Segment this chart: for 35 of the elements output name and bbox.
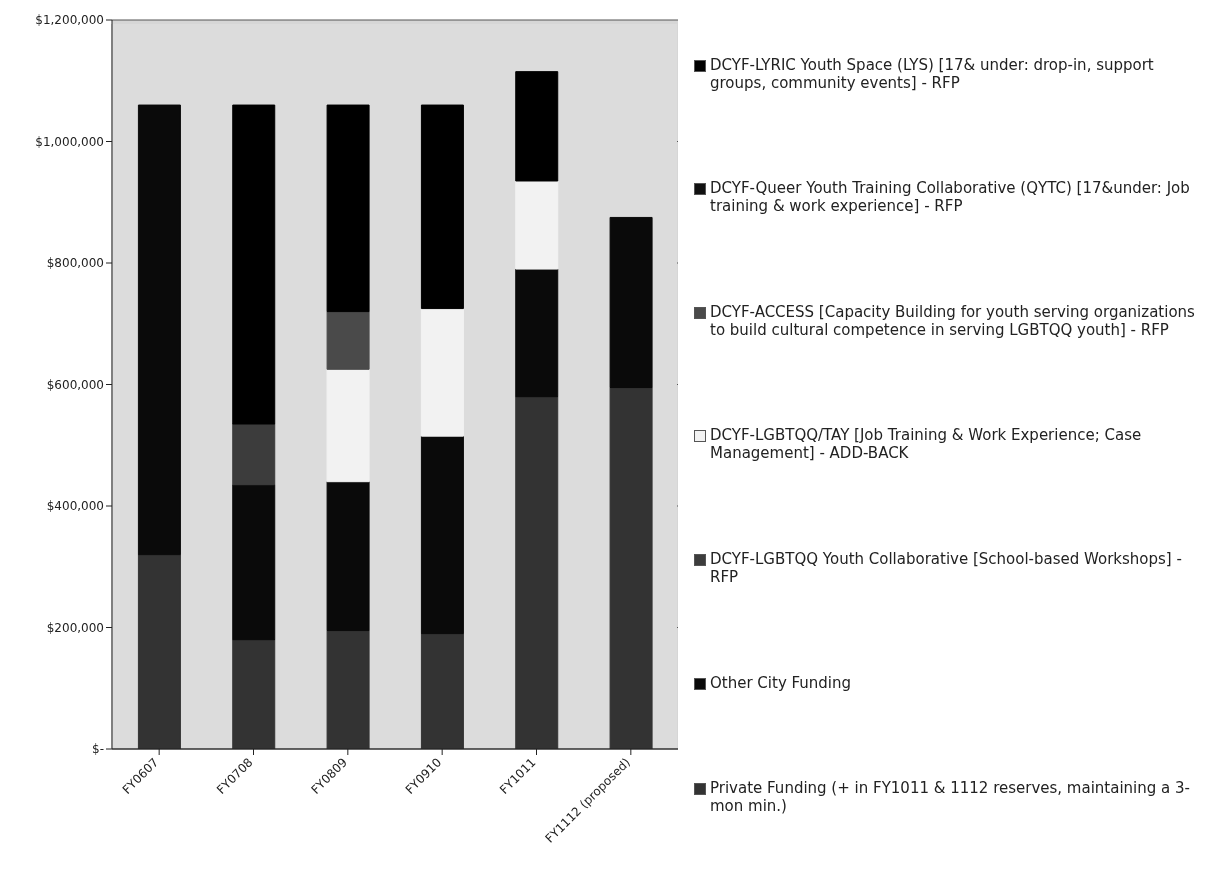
- legend-label: Private Funding (+ in FY1011 & 1112 reserves, maintaining a 3-mon min.): [710, 779, 1191, 816]
- legend-label: DCYF-Queer Youth Training Collaborative (QYTC) [17&under: Job training & work experience] - RFP: [710, 179, 1191, 216]
- bar: [609, 387, 653, 749]
- legend-label: DCYF-LGBTQQ Youth Collaborative [School-based Workshops] - RFP: [710, 550, 1183, 587]
- bar: [232, 639, 276, 749]
- bar: [420, 104, 464, 310]
- bar: [326, 630, 370, 749]
- bar: [515, 268, 559, 398]
- bar: [609, 216, 653, 389]
- bar: [137, 104, 181, 556]
- bar: [326, 104, 370, 313]
- bar: [420, 435, 464, 635]
- bar: [326, 481, 370, 632]
- legend-label: DCYF-LYRIC Youth Space (LYS) [17& under: drop-in, support groups, community events] - RFP: [710, 55, 1155, 92]
- legend-label: DCYF-LGBTQQ/TAY [Job Training & Work Experience; Case Management] - ADD-BACK: [710, 426, 1143, 463]
- bar: [232, 423, 276, 486]
- bar: [420, 308, 464, 437]
- bar: [137, 554, 181, 749]
- y-tick-label: $800,000: [46, 256, 104, 271]
- bar: [515, 396, 559, 749]
- bar: [326, 368, 370, 483]
- y-tick-label: $200,000: [46, 620, 104, 635]
- bar: [420, 633, 464, 749]
- y-tick-label: $1,200,000: [35, 13, 104, 28]
- bar: [326, 311, 370, 370]
- y-tick-label: $1,000,000: [35, 134, 104, 149]
- legend-label: Other City Funding: [710, 673, 852, 692]
- legend-label: DCYF-ACCESS [Capacity Building for youth serving organizations to build cultural competence in serving LGBTQQ youth] - RFP: [710, 302, 1196, 339]
- y-tick-label: $-: [92, 742, 104, 757]
- bar: [515, 180, 559, 270]
- y-tick-label: $400,000: [46, 499, 104, 514]
- y-tick-label: $600,000: [46, 377, 104, 392]
- bar: [232, 484, 276, 641]
- bar: [232, 104, 276, 425]
- bar: [515, 71, 559, 182]
